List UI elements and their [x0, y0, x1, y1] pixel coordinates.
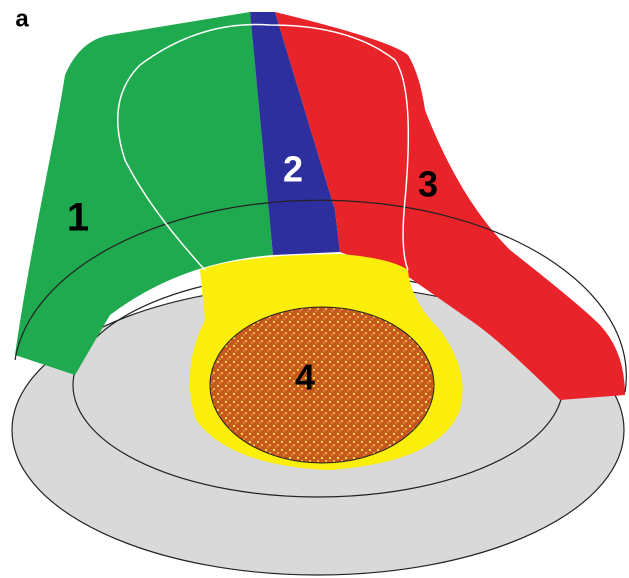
diagram: a 1 2 3 4 — [0, 0, 629, 578]
region-label: 3 — [418, 164, 438, 205]
panel-label: a — [15, 5, 29, 32]
region-label: 1 — [67, 196, 89, 240]
region-4-core — [210, 307, 434, 463]
region-label: 4 — [295, 357, 315, 398]
region-label: 2 — [283, 149, 303, 190]
